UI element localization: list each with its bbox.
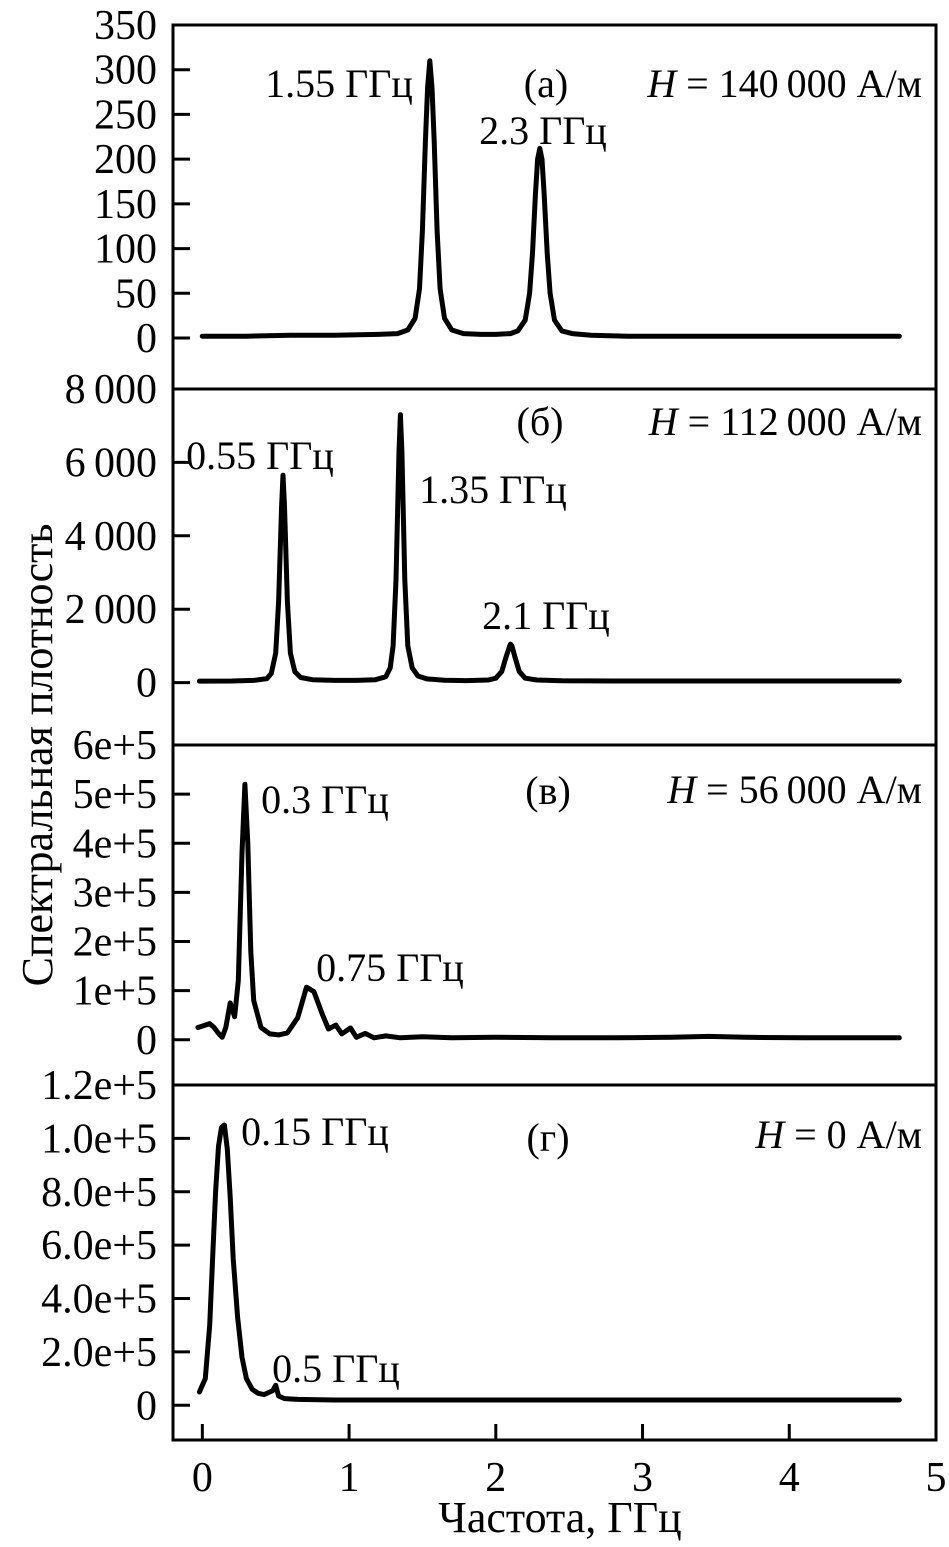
panel-b-ytick-label-0: 8 000 xyxy=(65,367,157,413)
h-value: = 112 000 А/м xyxy=(677,399,922,444)
h-value: = 140 000 А/м xyxy=(676,61,922,106)
panel-a-peak-label-1: 1.55 ГГц xyxy=(265,61,413,106)
panel-a-ytick-label-4: 150 xyxy=(94,182,157,228)
panel-v-ytick-label-3: 3e+5 xyxy=(73,870,157,916)
panel-a-curve xyxy=(199,58,902,339)
x-tick-label-2: 2 xyxy=(485,1455,506,1501)
panel-v-ytick-label-4: 2e+5 xyxy=(73,920,157,966)
panel-b-peak-label-2: 1.35 ГГц xyxy=(419,467,567,512)
panel-v-ytick-label-1: 5e+5 xyxy=(73,772,157,818)
panel-a-ytick-label-3: 200 xyxy=(94,137,157,183)
panel-b-ytick-label-4: 0 xyxy=(136,661,157,707)
h-symbol: H xyxy=(647,61,677,106)
panel-g-ytick-label-5: 2.0e+5 xyxy=(41,1330,157,1376)
panel-g-peak-label-2: 0.5 ГГц xyxy=(272,1346,400,1391)
panel-g-curve xyxy=(196,1122,902,1403)
panel-v-ytick-label-6: 0 xyxy=(136,1018,157,1064)
panel-v-peak-label-2: 0.75 ГГц xyxy=(316,945,464,990)
panel-g-field-label: H = 0 А/м xyxy=(755,1115,922,1155)
panel-a-ytick-label-2: 250 xyxy=(94,92,157,138)
panel-g-border xyxy=(171,1083,938,1442)
panel-a-tag: (а) xyxy=(523,61,569,106)
panel-a-peak-label-2: 2.3 ГГц xyxy=(479,108,607,153)
panel-b-peak-label-3: 2.1 ГГц xyxy=(482,593,610,638)
x-axis-title: Частота, ГГц xyxy=(438,1493,682,1542)
panel-v-field-label: H = 56 000 А/м xyxy=(667,770,922,810)
x-tick-label-3: 3 xyxy=(632,1455,653,1501)
h-symbol: H xyxy=(648,399,678,444)
panel-a-ytick-label-1: 300 xyxy=(94,48,157,94)
panel-v-ytick-label-0: 6e+5 xyxy=(73,723,157,769)
panel-a-ytick-label-6: 50 xyxy=(115,271,157,317)
panel-g-ytick-label-0: 1.2e+5 xyxy=(41,1063,157,1109)
panel-a-ytick-label-7: 0 xyxy=(136,316,157,362)
h-symbol: H xyxy=(667,767,697,812)
h-symbol: H xyxy=(755,1112,785,1157)
panel-g-tag: (г) xyxy=(526,1115,570,1160)
panel-b-ytick-label-2: 4 000 xyxy=(65,514,157,560)
panel-a-field-label: H = 140 000 А/м xyxy=(647,64,922,104)
panel-v-ytick-label-2: 4e+5 xyxy=(73,821,157,867)
panel-g-peak-label-1: 0.15 ГГц xyxy=(241,1109,389,1154)
x-tick-label-0: 0 xyxy=(192,1455,213,1501)
x-tick-label-4: 4 xyxy=(779,1455,800,1501)
panel-b-ytick-label-3: 2 000 xyxy=(65,587,157,633)
panel-g-ytick-label-4: 4.0e+5 xyxy=(41,1277,157,1323)
panel-b-curve xyxy=(196,412,902,684)
panel-b-ytick-label-1: 6 000 xyxy=(65,440,157,486)
panel-v-ytick-label-5: 1e+5 xyxy=(73,969,157,1015)
h-value: = 56 000 А/м xyxy=(696,767,922,812)
panel-b-tag: (б) xyxy=(516,399,564,444)
y-axis-title: Спектральная плотность xyxy=(13,523,62,987)
panel-a-ytick-label-5: 100 xyxy=(94,227,157,273)
panel-v-tag: (в) xyxy=(525,768,571,813)
x-tick-label-5: 5 xyxy=(926,1455,947,1501)
panel-g-ytick-label-3: 6.0e+5 xyxy=(41,1223,157,1269)
panel-v-curve xyxy=(195,781,902,1041)
panel-a-ytick-label-0: 350 xyxy=(94,3,157,49)
h-value: = 0 А/м xyxy=(784,1112,922,1157)
panel-g-ytick-label-1: 1.0e+5 xyxy=(41,1116,157,1162)
panel-v-peak-label-1: 0.3 ГГц xyxy=(261,777,389,822)
panel-g-ytick-label-6: 0 xyxy=(136,1383,157,1429)
x-tick-label-1: 1 xyxy=(339,1455,360,1501)
panel-b-field-label: H = 112 000 А/м xyxy=(649,402,922,442)
panel-g-ytick-label-2: 8.0e+5 xyxy=(41,1170,157,1216)
panel-b-peak-label-1: 0.55 ГГц xyxy=(186,433,334,478)
